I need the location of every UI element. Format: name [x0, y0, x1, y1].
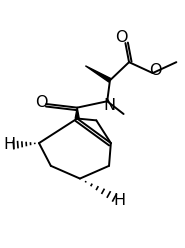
Text: H: H: [113, 193, 125, 208]
Text: N: N: [103, 98, 115, 113]
Text: O: O: [115, 31, 128, 45]
Text: O: O: [35, 95, 47, 110]
Polygon shape: [75, 108, 79, 119]
Text: H: H: [3, 137, 15, 153]
Polygon shape: [85, 66, 111, 82]
Text: O: O: [149, 63, 162, 78]
